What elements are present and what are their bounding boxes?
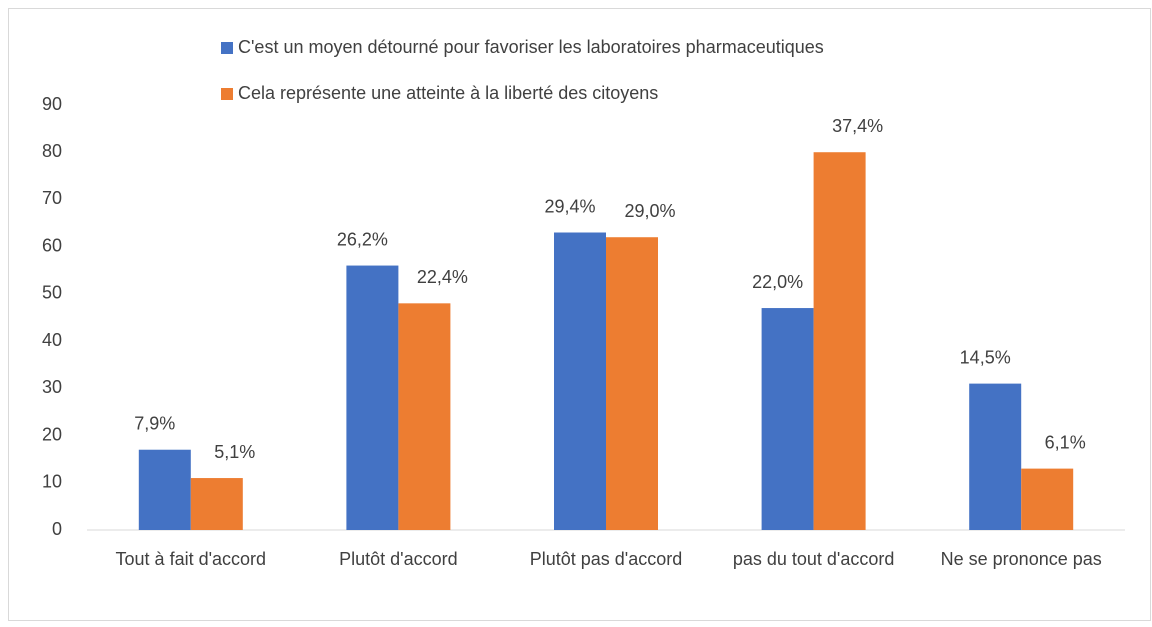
bar (138, 449, 191, 530)
y-tick-label: 60 (42, 235, 62, 255)
bar (1021, 468, 1074, 530)
y-tick-label: 80 (42, 141, 62, 161)
bar (761, 308, 814, 530)
x-tick-label: Ne se prononce pas (941, 549, 1102, 569)
data-label: 14,5% (960, 347, 1011, 367)
legend-swatch (221, 42, 233, 54)
y-tick-label: 10 (42, 472, 62, 492)
bar (969, 383, 1022, 530)
y-tick-label: 40 (42, 330, 62, 350)
bar (606, 237, 658, 530)
bar (398, 303, 451, 530)
data-label: 7,9% (134, 413, 175, 433)
y-tick-label: 20 (42, 424, 62, 444)
x-tick-label: Tout à fait d'accord (116, 549, 267, 569)
bar (190, 478, 243, 530)
x-tick-label: pas du tout d'accord (733, 549, 895, 569)
y-tick-label: 30 (42, 377, 62, 397)
bar (346, 265, 399, 530)
y-tick-label: 0 (52, 519, 62, 539)
data-label: 29,4% (544, 196, 595, 216)
x-tick-label: Plutôt d'accord (339, 549, 458, 569)
data-label: 5,1% (214, 442, 255, 462)
x-tick-label: Plutôt pas d'accord (530, 549, 683, 569)
data-label: 29,0% (624, 201, 675, 221)
legend-swatch (221, 88, 233, 100)
y-tick-label: 90 (42, 94, 62, 114)
data-label: 26,2% (337, 229, 388, 249)
legend-label: Cela représente une atteinte à la libert… (238, 83, 658, 103)
legend-label: C'est un moyen détourné pour favoriser l… (238, 37, 824, 57)
bar (813, 152, 866, 530)
data-label: 22,0% (752, 272, 803, 292)
data-label: 37,4% (832, 116, 883, 136)
data-label: 22,4% (417, 267, 468, 287)
y-tick-label: 50 (42, 283, 62, 303)
bar (554, 232, 606, 530)
data-label: 6,1% (1045, 432, 1086, 452)
y-tick-label: 70 (42, 188, 62, 208)
